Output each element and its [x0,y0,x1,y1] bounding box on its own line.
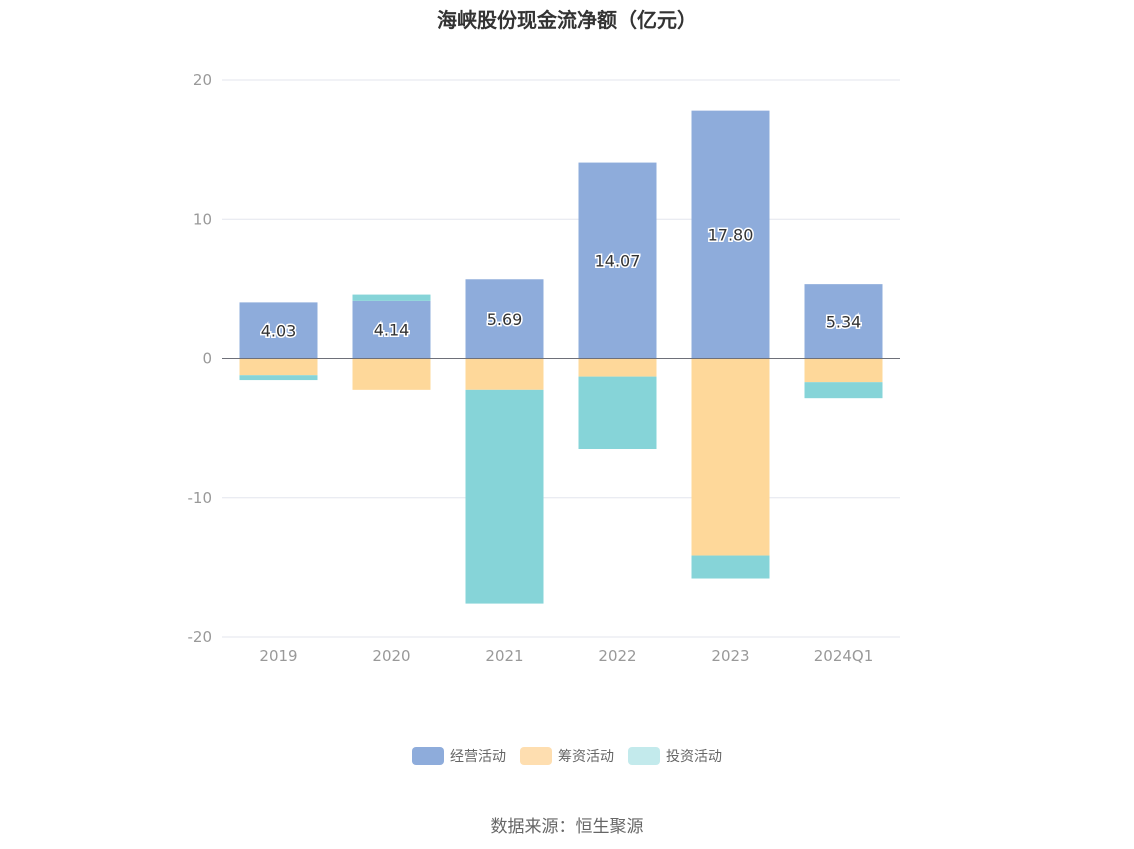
bar-financing [465,358,544,390]
bar-investing [578,376,657,450]
y-tick-label: -10 [188,489,213,507]
bar-operating [691,110,770,359]
y-tick-label: 20 [193,71,212,89]
legend-item-investing[interactable]: 投资活动 [628,746,722,766]
x-tick-label: 2019 [259,647,297,665]
legend-label-operating: 经营活动 [450,749,506,765]
x-tick-label: 2023 [711,647,749,665]
data-label: 4.03 [261,321,297,340]
bar-operating [804,284,883,359]
chart-title: 海峡股份现金流净额（亿元） [437,8,697,32]
bar-operating [352,300,431,359]
data-source-note: 数据来源：恒生聚源 [490,817,644,837]
legend-swatch-operating [412,747,444,765]
legend-swatch-investing [628,747,660,765]
x-tick-label: 2020 [372,647,410,665]
bar-investing [352,294,431,301]
data-label: 5.34 [826,312,862,331]
bar-operating [239,302,318,359]
bar-investing [239,375,318,381]
data-label: 14.07 [595,252,641,271]
bar-financing [352,358,431,390]
bar-investing [804,382,883,399]
bar-operating [578,162,657,359]
bar-financing [578,358,657,377]
bar-operating [465,279,544,359]
x-tick-label: 2024Q1 [814,647,874,665]
data-label: 17.80 [708,226,754,245]
data-label: 5.69 [487,310,523,329]
legend-label-financing: 筹资活动 [558,749,614,765]
y-tick-label: 0 [202,350,212,368]
data-label: 4.14 [374,321,410,340]
bar-financing [691,358,770,556]
bar-financing [239,358,318,376]
y-tick-label: 10 [193,210,212,228]
bar-investing [465,389,544,604]
legend-swatch-financing [520,747,552,765]
y-tick-label: -20 [188,628,213,646]
x-tick-label: 2021 [485,647,523,665]
legend-label-investing: 投资活动 [666,749,722,765]
legend-item-operating[interactable]: 经营活动 [412,746,506,766]
bar-investing [691,555,770,579]
chart-legend: 经营活动 筹资活动 投资活动 [0,746,1134,766]
legend-item-financing[interactable]: 筹资活动 [520,746,614,766]
x-tick-label: 2022 [598,647,636,665]
bar-financing [804,358,883,383]
